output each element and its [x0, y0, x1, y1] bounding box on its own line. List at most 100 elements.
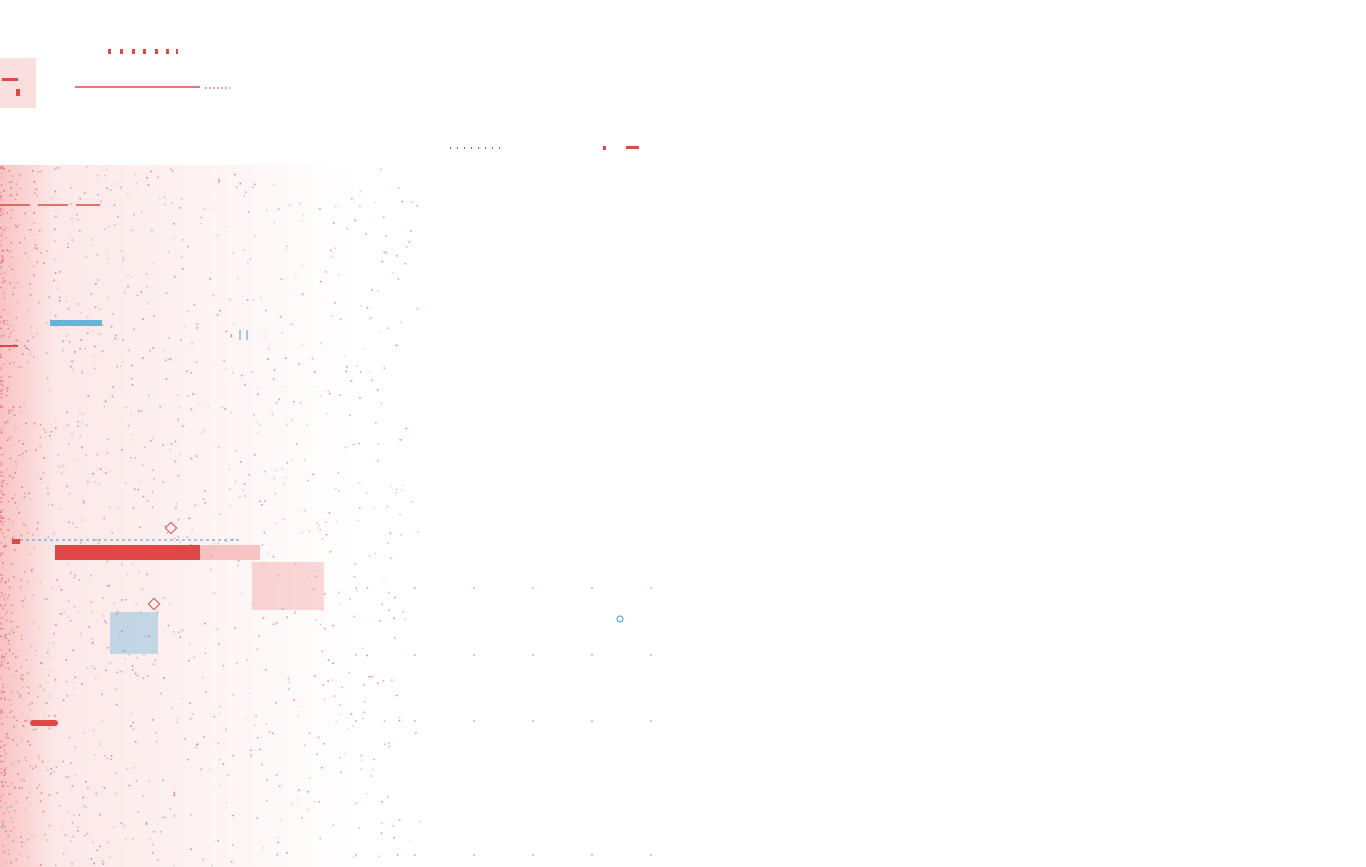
noise-dot: [0, 327, 2, 329]
noise-dot: [18, 340, 21, 342]
noise-dot: [164, 525, 167, 527]
noise-dot: [261, 594, 263, 596]
noise-dot: [256, 432, 259, 434]
noise-dot: [26, 797, 28, 799]
noise-dot: [162, 481, 165, 483]
noise-dot: [219, 513, 222, 516]
noise-dot: [49, 389, 51, 391]
noise-dot: [275, 522, 277, 524]
noise-dot: [142, 495, 145, 498]
noise-dot: [48, 825, 51, 827]
noise-dot: [23, 780, 25, 782]
noise-dot: [131, 275, 133, 278]
noise-dot: [5, 736, 7, 738]
noise-dot: [339, 704, 341, 706]
noise-dot: [4, 333, 6, 336]
noise-dot: [277, 836, 280, 839]
noise-dot: [217, 542, 219, 545]
noise-dot: [308, 732, 311, 734]
noise-dot: [410, 230, 412, 232]
noise-dot: [2, 793, 4, 796]
noise-dot: [288, 681, 290, 683]
noise-dot: [16, 743, 18, 746]
noise-dot: [109, 856, 111, 858]
noise-dot: [224, 408, 226, 410]
noise-dot: [0, 227, 2, 229]
noise-dot: [70, 840, 72, 842]
noise-dot: [92, 330, 94, 333]
noise-dot: [31, 570, 33, 573]
noise-dot: [385, 235, 387, 237]
noise-dot: [47, 504, 50, 506]
noise-dot: [165, 378, 168, 380]
noise-dot: [94, 754, 97, 756]
noise-dot: [192, 713, 194, 715]
noise-dot: [0, 746, 2, 749]
noise-dot: [275, 401, 278, 404]
noise-dot: [5, 862, 7, 864]
noise-dot: [5, 545, 8, 547]
noise-dot: [49, 434, 51, 437]
noise-dot: [365, 793, 368, 795]
noise-dot: [417, 531, 419, 533]
noise-dot: [173, 537, 176, 540]
noise-dot: [134, 457, 136, 459]
noise-dot: [10, 255, 13, 258]
noise-dot: [12, 631, 15, 634]
noise-dot: [47, 651, 49, 654]
noise-dot: [375, 422, 377, 424]
noise-dot: [22, 725, 25, 727]
noise-dot: [0, 335, 2, 337]
noise-dot: [134, 488, 136, 490]
noise-dot: [41, 760, 44, 763]
noise-dot: [353, 615, 356, 618]
noise-dot: [56, 167, 59, 169]
noise-dot: [66, 411, 68, 414]
noise-dot: [56, 579, 58, 581]
noise-dot: [5, 830, 7, 833]
noise-dot: [262, 617, 265, 619]
noise-dot: [0, 405, 2, 407]
noise-dot: [15, 858, 17, 861]
noise-dot: [110, 755, 113, 757]
noise-dot: [177, 535, 180, 538]
noise-dot: [187, 395, 189, 397]
noise-dot: [366, 492, 368, 494]
noise-dot: [85, 166, 88, 168]
noise-dot: [134, 173, 136, 176]
noise-dot: [225, 367, 227, 370]
noise-dot: [13, 361, 15, 364]
noise-dot: [33, 181, 36, 183]
noise-dot: [204, 652, 207, 654]
noise-dot: [149, 838, 152, 840]
noise-dot: [331, 256, 334, 258]
noise-dot: [240, 461, 242, 463]
noise-dot: [200, 216, 203, 219]
tick: [166, 49, 169, 54]
noise-dot: [26, 719, 28, 722]
noise-dot: [286, 423, 288, 426]
noise-dot: [201, 432, 203, 434]
noise-dot: [381, 801, 383, 803]
noise-dot: [0, 528, 2, 531]
noise-dot: [414, 854, 416, 856]
noise-dot: [81, 421, 84, 424]
noise-dot: [17, 655, 19, 657]
noise-dot: [355, 654, 357, 656]
noise-dot: [355, 587, 357, 589]
noise-dot: [2, 407, 4, 409]
noise-dot: [3, 769, 6, 771]
noise-dot: [294, 277, 297, 279]
noise-dot: [267, 358, 269, 360]
noise-dot: [0, 316, 2, 318]
noise-dot: [200, 768, 202, 770]
noise-dot: [252, 602, 255, 605]
noise-dot: [331, 679, 334, 681]
noise-dot: [1, 485, 3, 488]
noise-dot: [398, 819, 401, 821]
noise-dot: [394, 596, 396, 599]
noise-dot: [9, 363, 11, 365]
noise-dot: [10, 806, 12, 808]
noise-dot: [256, 648, 258, 650]
noise-dot: [203, 429, 206, 432]
